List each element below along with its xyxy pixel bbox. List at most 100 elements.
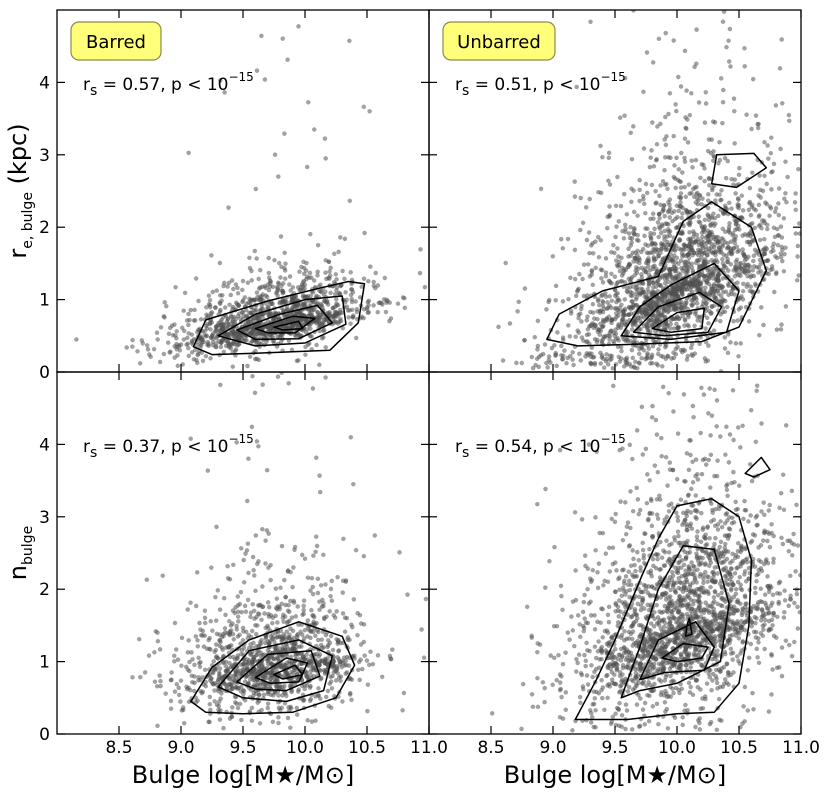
data-point: [741, 281, 746, 287]
data-point: [786, 112, 792, 118]
data-point: [773, 271, 779, 277]
data-point: [688, 276, 694, 282]
data-point: [265, 639, 271, 644]
data-point: [689, 289, 695, 295]
data-point: [687, 217, 693, 223]
data-point: [293, 614, 299, 619]
data-point: [212, 649, 217, 655]
data-point: [307, 685, 313, 690]
data-point: [671, 355, 677, 361]
data-point: [400, 295, 406, 300]
data-point: [583, 205, 589, 210]
data-point: [578, 306, 584, 312]
data-point: [535, 343, 541, 349]
data-point: [307, 270, 313, 276]
data-point: [328, 679, 334, 684]
data-point: [210, 670, 216, 676]
data-point: [303, 344, 308, 350]
data-point: [250, 373, 255, 379]
data-point: [601, 365, 607, 371]
data-point: [644, 50, 650, 55]
data-point: [186, 150, 191, 156]
data-point: [315, 576, 321, 582]
legend-barred: Barred: [70, 21, 162, 61]
data-point: [766, 156, 771, 161]
data-point: [137, 674, 143, 680]
data-point: [301, 302, 306, 308]
data-point: [282, 646, 288, 651]
data-point: [666, 266, 672, 272]
data-point: [702, 356, 708, 361]
data-point: [321, 292, 327, 298]
data-point: [284, 660, 290, 666]
data-point: [682, 155, 687, 161]
data-point: [645, 286, 651, 292]
data-point: [629, 299, 635, 304]
data-point: [179, 325, 185, 331]
data-point: [699, 162, 705, 167]
data-point: [568, 275, 573, 281]
data-point: [778, 224, 784, 229]
data-point: [653, 256, 659, 262]
data-point: [311, 278, 317, 283]
data-point: [703, 101, 709, 106]
data-point: [651, 163, 657, 169]
data-point: [690, 165, 695, 170]
data-point: [178, 678, 184, 684]
data-point: [234, 627, 240, 632]
data-point: [756, 121, 761, 127]
data-point: [692, 64, 697, 70]
data-point: [174, 681, 180, 687]
data-point: [655, 269, 660, 274]
data-point: [246, 632, 252, 638]
data-point: [779, 322, 784, 327]
data-point: [711, 303, 717, 309]
data-point: [609, 318, 614, 323]
data-point: [238, 651, 244, 657]
data-point: [740, 216, 745, 221]
data-point: [598, 237, 604, 243]
data-point: [720, 256, 725, 262]
data-point: [662, 137, 668, 142]
data-point: [168, 698, 174, 704]
data-point: [691, 282, 697, 288]
data-point: [720, 99, 726, 105]
data-point: [530, 365, 536, 371]
data-point: [375, 309, 381, 315]
data-point: [251, 640, 256, 646]
data-point: [663, 30, 669, 36]
data-point: [697, 265, 703, 270]
data-point: [189, 349, 195, 355]
data-point: [555, 330, 560, 335]
data-point: [648, 361, 653, 366]
data-point: [722, 309, 728, 315]
data-point: [167, 350, 172, 355]
data-point: [277, 606, 283, 612]
data-point: [690, 479, 696, 485]
data-point: [585, 620, 591, 626]
data-point: [346, 663, 352, 668]
data-point: [600, 303, 606, 309]
data-point: [615, 174, 620, 180]
data-point: [301, 603, 307, 609]
data-point: [648, 155, 654, 160]
data-point: [793, 569, 798, 574]
data-point: [684, 357, 690, 362]
data-point: [130, 337, 135, 343]
data-point: [267, 654, 273, 660]
data-point: [678, 204, 683, 210]
data-point: [727, 221, 732, 226]
data-point: [722, 155, 728, 161]
data-point: [186, 353, 192, 359]
data-point: [348, 321, 353, 327]
data-point: [675, 224, 680, 230]
data-point: [689, 158, 695, 163]
data-point: [225, 284, 230, 289]
data-point: [679, 299, 685, 305]
data-point: [622, 75, 628, 81]
data-point: [254, 68, 260, 73]
data-point: [522, 337, 527, 343]
data-point: [697, 248, 703, 253]
data-point: [595, 326, 600, 332]
data-point: [641, 146, 647, 151]
